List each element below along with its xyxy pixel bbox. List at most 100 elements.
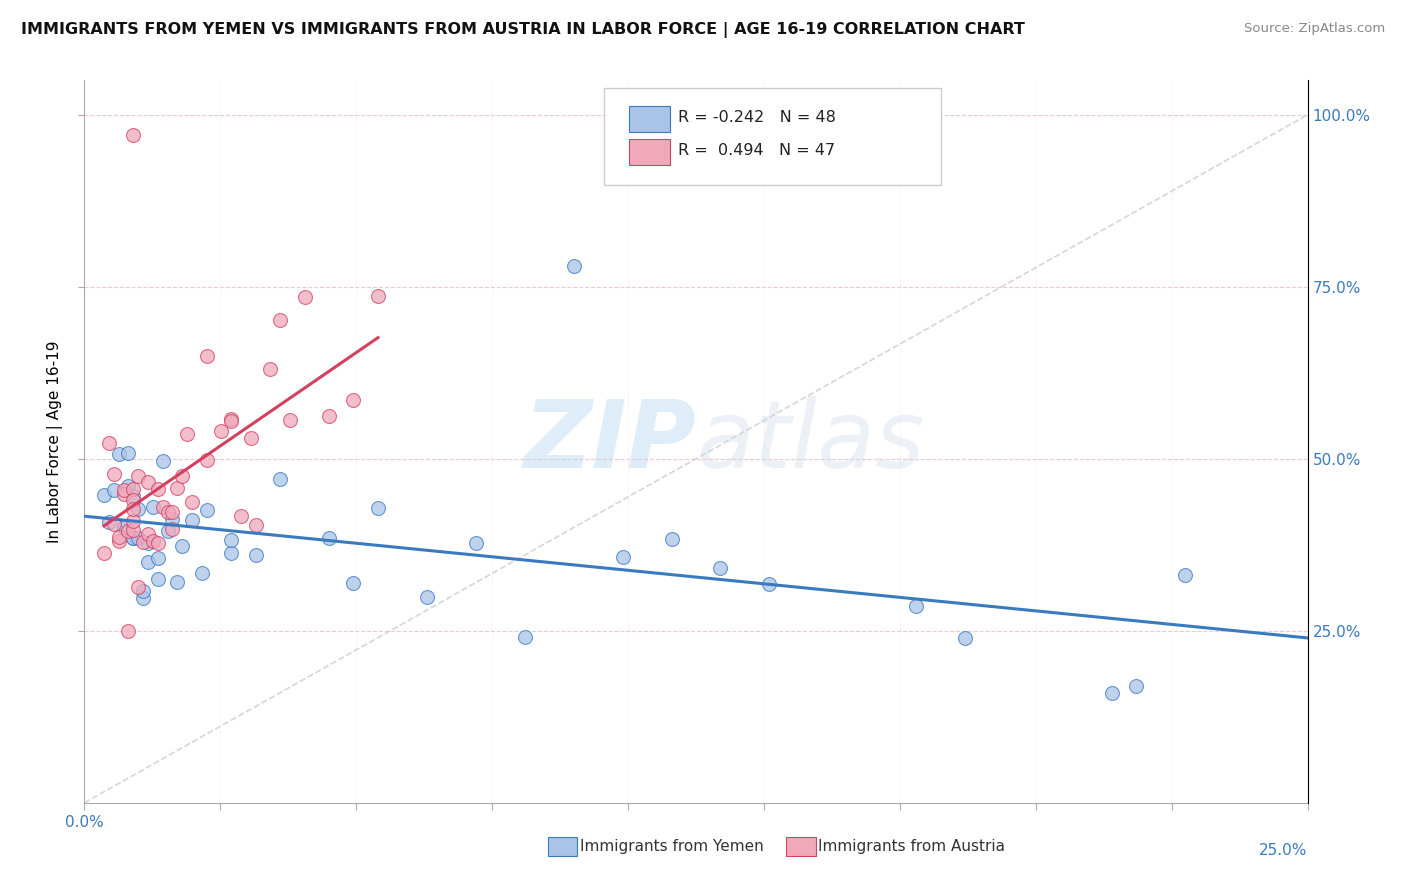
Point xyxy=(162,505,184,519)
Point xyxy=(122,531,145,545)
Point xyxy=(97,515,120,529)
Point xyxy=(117,624,139,638)
Point xyxy=(122,128,145,143)
Point xyxy=(259,361,281,376)
Point xyxy=(146,551,169,566)
FancyBboxPatch shape xyxy=(786,837,815,856)
Point xyxy=(513,630,536,644)
Point xyxy=(219,546,242,560)
FancyBboxPatch shape xyxy=(628,106,671,132)
Point xyxy=(269,313,291,327)
FancyBboxPatch shape xyxy=(628,139,671,165)
Text: Immigrants from Austria: Immigrants from Austria xyxy=(818,838,1005,854)
Point xyxy=(709,560,731,574)
Point xyxy=(127,580,149,594)
Point xyxy=(93,488,115,502)
Point xyxy=(117,479,139,493)
Point xyxy=(195,452,218,467)
Point xyxy=(172,469,194,483)
Point xyxy=(269,472,291,486)
Point xyxy=(278,413,301,427)
Text: IMMIGRANTS FROM YEMEN VS IMMIGRANTS FROM AUSTRIA IN LABOR FORCE | AGE 16-19 CORR: IMMIGRANTS FROM YEMEN VS IMMIGRANTS FROM… xyxy=(21,22,1025,38)
Point xyxy=(103,483,125,497)
Point xyxy=(342,392,364,407)
Text: Immigrants from Yemen: Immigrants from Yemen xyxy=(579,838,763,854)
Point xyxy=(97,436,120,450)
Point xyxy=(245,518,267,533)
Point xyxy=(136,475,159,489)
Point xyxy=(195,349,218,363)
Text: Source: ZipAtlas.com: Source: ZipAtlas.com xyxy=(1244,22,1385,36)
Point xyxy=(1101,686,1123,700)
Point xyxy=(156,505,179,519)
Point xyxy=(219,533,242,547)
Point xyxy=(176,426,198,441)
Point xyxy=(342,576,364,591)
Point xyxy=(122,493,145,508)
Point xyxy=(562,259,585,273)
Point xyxy=(219,412,242,426)
Point xyxy=(112,486,135,500)
Point xyxy=(127,531,149,545)
Point xyxy=(166,481,188,495)
Point xyxy=(142,500,165,515)
Point xyxy=(661,533,683,547)
Point xyxy=(112,483,135,498)
Point xyxy=(367,289,389,303)
Point xyxy=(146,572,169,586)
Point xyxy=(112,520,135,534)
Y-axis label: In Labor Force | Age 16-19: In Labor Force | Age 16-19 xyxy=(46,340,63,543)
Point xyxy=(107,534,129,549)
Point xyxy=(117,446,139,460)
Point xyxy=(146,483,169,497)
Point xyxy=(318,531,340,545)
Point xyxy=(103,467,125,481)
Point xyxy=(318,409,340,424)
Point xyxy=(416,590,439,604)
Text: 25.0%: 25.0% xyxy=(1260,843,1308,857)
Point xyxy=(229,509,252,524)
FancyBboxPatch shape xyxy=(605,87,941,185)
Point xyxy=(122,514,145,528)
Point xyxy=(136,536,159,550)
Point xyxy=(132,583,155,598)
Point xyxy=(181,512,204,526)
Point xyxy=(107,447,129,461)
Point xyxy=(127,468,149,483)
Text: R =  0.494   N = 47: R = 0.494 N = 47 xyxy=(678,143,835,158)
Point xyxy=(127,502,149,516)
Text: R = -0.242   N = 48: R = -0.242 N = 48 xyxy=(678,111,835,126)
Point xyxy=(209,425,232,439)
Point xyxy=(612,550,634,565)
Point xyxy=(245,548,267,562)
Point xyxy=(122,482,145,496)
Point xyxy=(136,527,159,541)
Point xyxy=(136,555,159,569)
Point xyxy=(367,500,389,515)
Point xyxy=(162,512,184,526)
Point xyxy=(152,500,174,515)
Point xyxy=(152,454,174,468)
Text: ZIP: ZIP xyxy=(523,395,696,488)
Point xyxy=(122,489,145,503)
Point xyxy=(142,534,165,549)
Point xyxy=(156,524,179,538)
Point xyxy=(132,535,155,549)
Point xyxy=(191,566,214,580)
Point xyxy=(464,535,486,549)
Point xyxy=(122,523,145,537)
Point xyxy=(172,539,194,553)
Point xyxy=(132,591,155,606)
Point xyxy=(294,290,316,304)
Point xyxy=(239,431,262,445)
Point xyxy=(107,530,129,544)
Point xyxy=(112,520,135,534)
Point xyxy=(122,531,145,545)
Point xyxy=(162,523,184,537)
Point xyxy=(93,546,115,560)
Point xyxy=(1125,679,1147,693)
FancyBboxPatch shape xyxy=(548,837,578,856)
Text: atlas: atlas xyxy=(696,396,924,487)
Point xyxy=(953,631,976,645)
Point xyxy=(181,495,204,509)
